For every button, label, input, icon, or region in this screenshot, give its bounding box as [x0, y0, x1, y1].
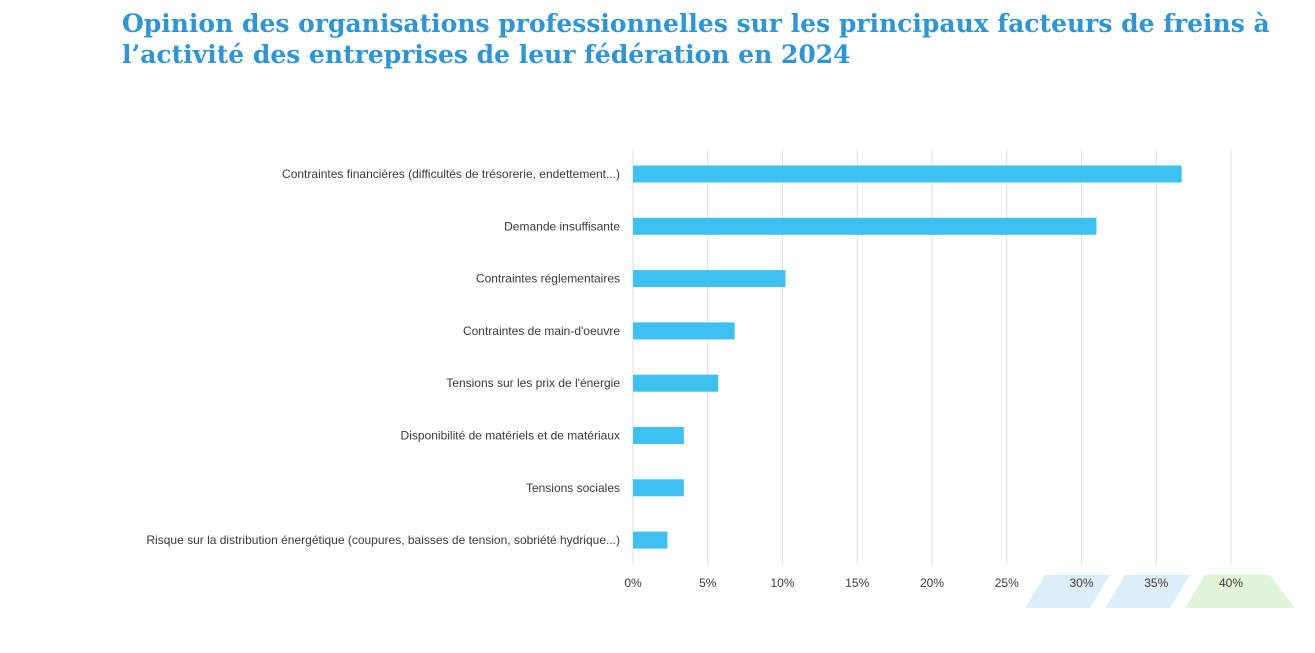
bar — [633, 374, 719, 392]
category-label: Contraintes réglementaires — [476, 272, 620, 286]
bar — [633, 165, 1182, 183]
category-label: Tensions sociales — [526, 481, 620, 495]
deco-stripe-3 — [1185, 575, 1295, 608]
category-label: Tensions sur les prix de l'énergie — [446, 376, 620, 390]
bar — [633, 479, 684, 497]
bar — [633, 322, 735, 340]
category-labels: Contraintes financières (difficultés de … — [146, 167, 620, 547]
bar — [633, 531, 668, 549]
x-tick-label: 30% — [1069, 576, 1093, 590]
decorative-stripes — [1025, 575, 1295, 608]
category-label: Demande insuffisante — [504, 219, 620, 233]
bar — [633, 427, 684, 444]
category-label: Contraintes de main-d'oeuvre — [463, 324, 620, 338]
x-axis-tick-labels: 0% 5% 10% 15% 20% 25% 30% 35% 40% — [624, 576, 1243, 590]
x-tick-label: 5% — [699, 576, 717, 590]
x-tick-label: 0% — [624, 576, 642, 590]
x-tick-label: 40% — [1219, 576, 1243, 590]
category-label: Contraintes financières (difficultés de … — [282, 167, 620, 181]
category-label: Disponibilité de matériels et de matéria… — [401, 429, 620, 443]
grid-lines — [632, 150, 1232, 565]
x-tick-label: 35% — [1144, 576, 1168, 590]
x-tick-label: 20% — [920, 576, 944, 590]
x-tick-label: 15% — [845, 576, 869, 590]
page-title: Opinion des organisations professionnell… — [122, 9, 1270, 69]
deco-stripe-1 — [1025, 575, 1110, 608]
bar — [633, 217, 1097, 235]
x-tick-label: 10% — [770, 576, 794, 590]
x-tick-label: 25% — [995, 576, 1019, 590]
deco-stripe-2 — [1105, 575, 1190, 608]
bar — [633, 270, 786, 288]
bars — [633, 165, 1182, 549]
category-label: Risque sur la distribution énergétique (… — [146, 533, 620, 547]
